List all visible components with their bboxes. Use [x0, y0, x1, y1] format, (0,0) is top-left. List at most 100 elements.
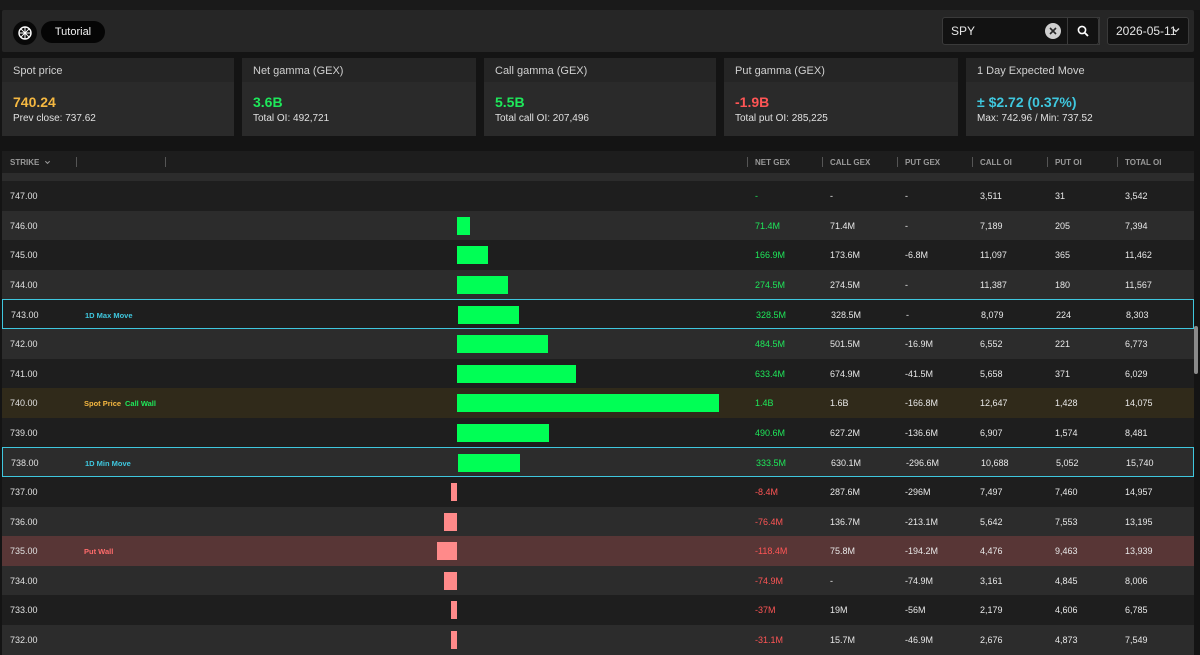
cell-total-oi: 6,785 — [1125, 605, 1148, 616]
card-subtext: Total OI: 492,721 — [253, 113, 330, 124]
net-gex-bar — [451, 483, 457, 501]
search-button[interactable] — [1067, 17, 1099, 45]
header-total-oi[interactable]: TOTAL OI — [1125, 158, 1162, 167]
cell-net-gex: 633.4M — [755, 368, 786, 379]
cell-strike: 746.00 — [10, 220, 38, 231]
table-row[interactable]: 742.00 484.5M 501.5M -16.9M 6,552 221 6,773 — [2, 329, 1194, 359]
table-row[interactable]: 744.00 274.5M 274.5M - 11,387 180 11,567 — [2, 269, 1194, 300]
cell-put-gex: -41.5M — [905, 368, 934, 379]
table-row[interactable]: 745.00 166.9M 173.6M -6.8M 11,097 365 11,462 — [2, 240, 1194, 271]
cell-call-gex: 71.4M — [830, 220, 856, 231]
net-gex-bar — [458, 454, 521, 473]
cell-put-oi: 5,052 — [1056, 458, 1079, 469]
column-separator[interactable] — [76, 157, 77, 167]
chevron-down-icon — [1172, 28, 1180, 33]
cell-put-gex: -46.9M — [905, 635, 934, 645]
scrollbar-thumb[interactable] — [1194, 326, 1198, 374]
cell-net-gex: -118.4M — [755, 546, 788, 557]
table-row[interactable]: 734.00 -74.9M - -74.9M 3,161 4,845 8,006 — [2, 565, 1194, 596]
table-row[interactable]: 747.00 - - - 3,511 31 3,542 — [2, 181, 1194, 211]
clear-icon[interactable] — [1045, 23, 1061, 39]
cell-total-oi: 8,481 — [1125, 427, 1148, 438]
cell-call-oi: 3,511 — [980, 191, 1002, 201]
header-net-gex[interactable]: NET GEX — [755, 158, 791, 167]
table-row[interactable]: 733.00 -37M 19M -56M 2,179 4,606 6,785 — [2, 595, 1194, 626]
cell-put-gex: - — [905, 191, 908, 201]
cell-total-oi: 11,462 — [1125, 250, 1152, 261]
cell-call-oi: 4,476 — [980, 546, 1003, 557]
net-gamma-card: Net gamma (GEX) 3.6B Total OI: 492,721 — [242, 58, 476, 136]
cell-total-oi: 14,075 — [1125, 398, 1153, 409]
expiry-date-value: 2026-05-11 — [1116, 24, 1177, 38]
net-gex-bar — [437, 542, 457, 561]
cell-put-oi: 4,845 — [1055, 575, 1078, 586]
column-separator[interactable] — [165, 157, 166, 167]
cell-put-gex: -56M — [905, 605, 926, 616]
level-tag: 1D Min Move — [85, 459, 131, 469]
cell-call-oi: 5,658 — [980, 368, 1003, 379]
cell-net-gex: -37M — [755, 605, 776, 616]
cell-net-gex: 333.5M — [756, 458, 787, 469]
cell-put-gex: -136.6M — [905, 427, 939, 438]
cell-call-gex: - — [830, 575, 833, 586]
cell-put-oi: 365 — [1055, 250, 1071, 261]
cell-put-oi: 7,460 — [1055, 487, 1078, 497]
table-row[interactable]: 737.00 -8.4M 287.6M -296M 7,497 7,460 14,957 — [2, 477, 1194, 507]
cell-call-oi: 12,647 — [980, 398, 1008, 409]
cell-total-oi: 14,957 — [1125, 487, 1153, 497]
cell-strike: 747.00 — [10, 191, 38, 201]
cell-net-gex: 166.9M — [755, 250, 786, 261]
cell-net-gex: 484.5M — [755, 339, 786, 349]
header-call-oi[interactable]: CALL OI — [980, 158, 1012, 167]
cell-total-oi: 6,029 — [1125, 368, 1148, 379]
tutorial-button[interactable]: Tutorial — [41, 21, 105, 43]
cell-call-oi: 6,552 — [980, 339, 1003, 349]
gex-table: STRIKE NET GEX CALL GEX PUT GEX CALL OI … — [2, 151, 1194, 655]
table-row[interactable]: 736.00 -76.4M 136.7M -213.1M 5,642 7,553 13,19… — [2, 506, 1194, 537]
ticker-search-input[interactable] — [951, 18, 1061, 44]
column-separator — [822, 157, 823, 167]
app-logo-icon[interactable] — [13, 21, 37, 45]
cell-call-gex: 328.5M — [831, 310, 862, 321]
column-separator — [747, 157, 748, 167]
table-row[interactable]: 738.00 1D Min Move 333.5M 630.1M -296.6M 10,6… — [2, 447, 1194, 478]
card-value: ± $2.72 (0.37%) — [977, 94, 1077, 110]
cell-total-oi: 3,542 — [1125, 191, 1148, 201]
header-call-gex[interactable]: CALL GEX — [830, 158, 871, 167]
cell-net-gex: 490.6M — [755, 427, 786, 438]
cell-strike: 741.00 — [10, 368, 38, 379]
table-row[interactable]: 743.00 1D Max Move 328.5M 328.5M - 8,079 224 8,… — [2, 299, 1194, 330]
cell-put-oi: 1,574 — [1055, 427, 1078, 438]
table-row[interactable]: 739.00 490.6M 627.2M -136.6M 6,907 1,574 8,481 — [2, 417, 1194, 448]
net-gex-bar — [457, 335, 548, 353]
table-row[interactable]: 732.00 -31.1M 15.7M -46.9M 2,676 4,873 7,549 — [2, 625, 1194, 655]
header-put-oi[interactable]: PUT OI — [1055, 158, 1082, 167]
cell-strike: 735.00 — [10, 546, 38, 557]
cell-put-gex: -166.8M — [905, 398, 939, 409]
net-gex-bar — [457, 364, 576, 383]
cell-put-gex: - — [905, 220, 908, 231]
cell-strike: 738.00 — [11, 458, 39, 469]
cell-put-oi: 9,463 — [1055, 546, 1078, 557]
header-strike[interactable]: STRIKE — [10, 158, 51, 167]
header-put-gex[interactable]: PUT GEX — [905, 158, 941, 167]
table-row[interactable]: 740.00 Spot Price Call Wall 1.4B 1.6B -166.8M… — [2, 388, 1194, 419]
cell-total-oi: 13,195 — [1125, 516, 1153, 527]
cell-total-oi: 8,303 — [1126, 310, 1149, 321]
cell-total-oi: 13,939 — [1125, 546, 1153, 557]
cell-strike: 740.00 — [10, 398, 38, 409]
cell-call-gex: 1.6B — [830, 398, 849, 409]
net-gex-bar — [457, 423, 549, 442]
cell-put-gex: - — [906, 310, 909, 321]
expiry-date-select[interactable]: 2026-05-11 — [1107, 17, 1189, 45]
cell-call-gex: 173.6M — [830, 250, 861, 261]
cell-call-gex: 274.5M — [830, 279, 861, 290]
cell-put-gex: -296M — [905, 487, 931, 497]
table-row[interactable]: 741.00 633.4M 674.9M -41.5M 5,658 371 6,029 — [2, 358, 1194, 389]
cell-put-oi: 371 — [1055, 368, 1071, 379]
table-row[interactable]: 735.00 Put Wall -118.4M 75.8M -194.2M 4,476 9,… — [2, 536, 1194, 567]
table-row[interactable]: 746.00 71.4M 71.4M - 7,189 205 7,394 — [2, 210, 1194, 241]
cell-net-gex: 71.4M — [755, 220, 781, 231]
table-header: STRIKE NET GEX CALL GEX PUT GEX CALL OI … — [2, 151, 1194, 173]
cell-strike: 733.00 — [10, 605, 38, 616]
